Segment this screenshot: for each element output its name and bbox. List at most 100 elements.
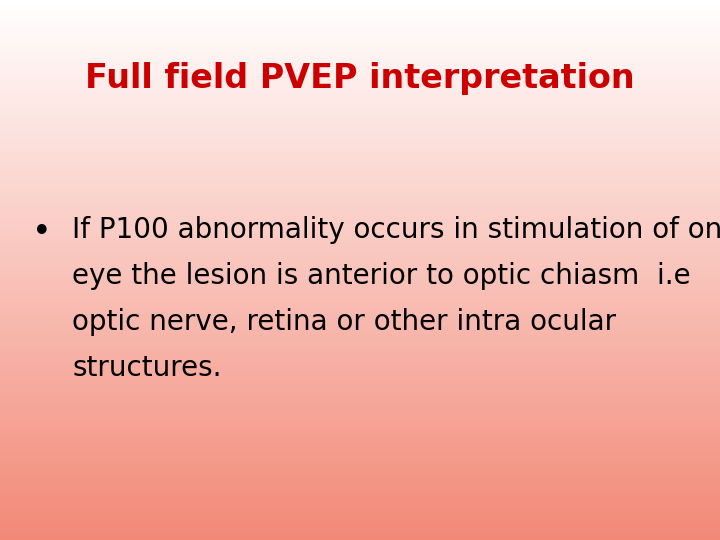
Bar [0, 374, 720, 375]
Text: •: • [32, 216, 52, 249]
Bar [0, 455, 720, 456]
Bar [0, 310, 720, 311]
Bar [0, 481, 720, 482]
Bar [0, 426, 720, 427]
Bar [0, 292, 720, 293]
Bar [0, 392, 720, 393]
Bar [0, 140, 720, 141]
Bar [0, 113, 720, 114]
Bar [0, 133, 720, 134]
Bar [0, 503, 720, 504]
Bar [0, 119, 720, 120]
Bar [0, 91, 720, 92]
Bar [0, 313, 720, 314]
Bar [0, 68, 720, 69]
Bar [0, 482, 720, 483]
Bar [0, 446, 720, 447]
Bar [0, 375, 720, 376]
Text: structures.: structures. [72, 354, 222, 382]
Bar [0, 9, 720, 10]
Bar [0, 62, 720, 63]
Bar [0, 112, 720, 113]
Bar [0, 27, 720, 28]
Bar [0, 393, 720, 394]
Bar [0, 531, 720, 532]
Bar [0, 404, 720, 405]
Bar [0, 63, 720, 64]
Bar [0, 409, 720, 410]
Bar [0, 422, 720, 423]
Bar [0, 433, 720, 434]
Bar [0, 2, 720, 3]
Bar [0, 490, 720, 491]
Bar [0, 532, 720, 534]
Bar [0, 49, 720, 50]
Bar [0, 476, 720, 477]
Bar [0, 345, 720, 346]
Bar [0, 338, 720, 339]
Bar [0, 134, 720, 135]
Bar [0, 254, 720, 255]
Bar [0, 162, 720, 163]
Bar [0, 364, 720, 365]
Bar [0, 150, 720, 151]
Bar [0, 346, 720, 347]
Bar [0, 488, 720, 489]
Bar [0, 14, 720, 15]
Bar [0, 384, 720, 386]
Bar [0, 442, 720, 443]
Bar [0, 137, 720, 138]
Bar [0, 407, 720, 408]
Bar [0, 177, 720, 178]
Bar [0, 432, 720, 433]
Bar [0, 143, 720, 144]
Bar [0, 108, 720, 109]
Bar [0, 180, 720, 181]
Bar [0, 52, 720, 53]
Bar [0, 48, 720, 49]
Bar [0, 198, 720, 199]
Bar [0, 456, 720, 457]
Bar [0, 438, 720, 440]
Bar [0, 379, 720, 380]
Bar [0, 124, 720, 125]
Bar [0, 90, 720, 91]
Bar [0, 538, 720, 539]
Bar [0, 28, 720, 29]
Bar [0, 191, 720, 192]
Bar [0, 24, 720, 25]
Bar [0, 402, 720, 403]
Bar [0, 244, 720, 245]
Bar [0, 367, 720, 368]
Bar [0, 396, 720, 397]
Bar [0, 494, 720, 495]
Bar [0, 148, 720, 149]
Bar [0, 84, 720, 85]
Bar [0, 76, 720, 77]
Bar [0, 126, 720, 127]
Bar [0, 82, 720, 83]
Bar [0, 440, 720, 441]
Bar [0, 316, 720, 318]
Bar [0, 431, 720, 432]
Bar [0, 334, 720, 335]
Bar [0, 179, 720, 180]
Bar [0, 218, 720, 219]
Bar [0, 355, 720, 356]
Bar [0, 276, 720, 278]
Bar [0, 430, 720, 431]
Bar [0, 86, 720, 87]
Bar [0, 211, 720, 212]
Bar [0, 271, 720, 272]
Bar [0, 537, 720, 538]
Bar [0, 104, 720, 105]
Bar [0, 475, 720, 476]
Bar [0, 210, 720, 211]
Bar [0, 181, 720, 183]
Bar [0, 118, 720, 119]
Bar [0, 95, 720, 96]
Bar [0, 46, 720, 48]
Bar [0, 3, 720, 4]
Bar [0, 114, 720, 116]
Bar [0, 437, 720, 438]
